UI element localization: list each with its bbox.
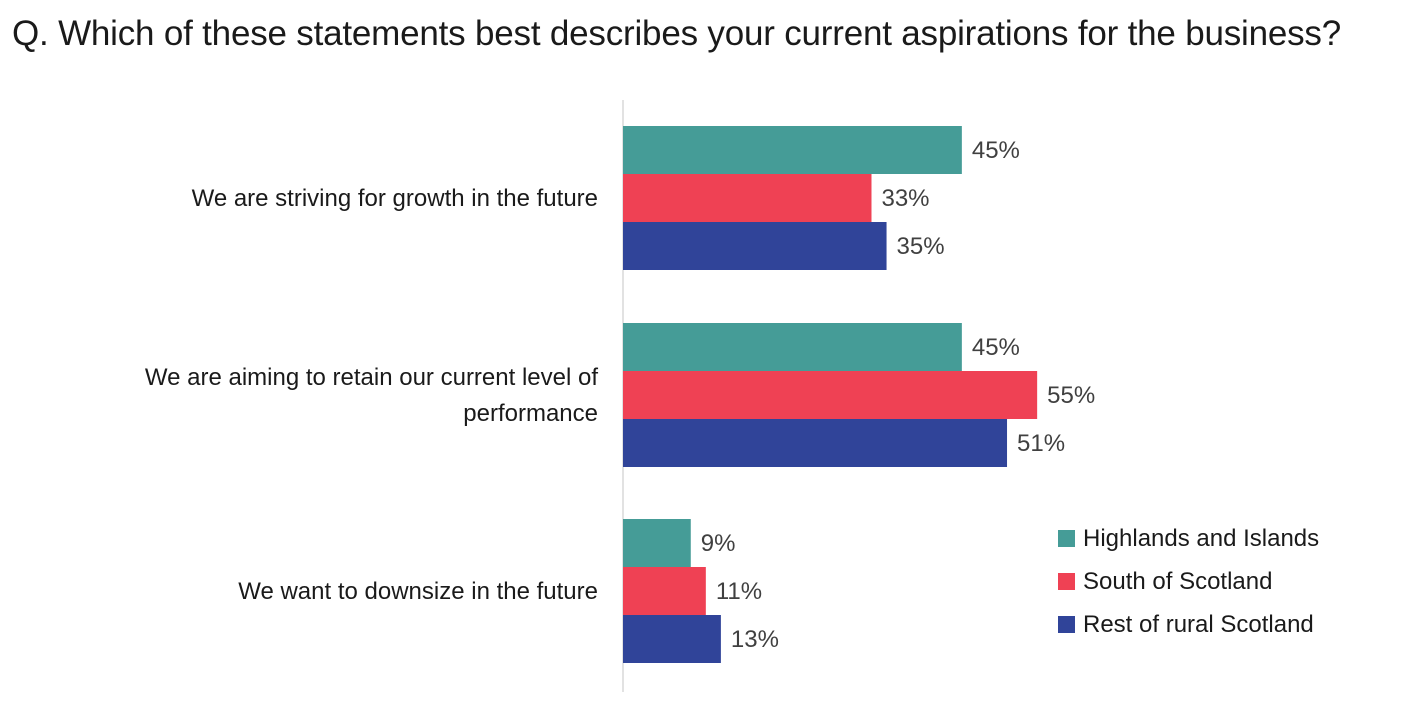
bar	[623, 126, 962, 174]
data-label: 55%	[1047, 382, 1095, 409]
chart-title: Q. Which of these statements best descri…	[12, 14, 1342, 53]
bar	[623, 615, 721, 663]
bar	[623, 519, 691, 567]
data-label: 45%	[972, 334, 1020, 361]
legend-swatch	[1058, 530, 1075, 547]
bar	[623, 567, 706, 615]
legend-label: Highlands and Islands	[1083, 525, 1319, 552]
bar	[623, 323, 962, 371]
legend-swatch	[1058, 616, 1075, 633]
category-label: We are aiming to retain our current leve…	[145, 364, 598, 391]
bar	[623, 419, 1008, 467]
category-label: We want to downsize in the future	[238, 578, 598, 605]
legend-label: South of Scotland	[1083, 568, 1272, 595]
data-label: 35%	[897, 233, 945, 260]
bar	[623, 174, 872, 222]
data-label: 33%	[881, 185, 929, 212]
data-label: 13%	[731, 626, 779, 653]
bar	[623, 222, 887, 270]
legend-label: Rest of rural Scotland	[1083, 611, 1314, 638]
legend-swatch	[1058, 573, 1075, 590]
data-label: 51%	[1017, 430, 1065, 457]
category-label: We are striving for growth in the future	[192, 185, 598, 212]
data-label: 45%	[972, 137, 1020, 164]
data-label: 11%	[716, 578, 762, 605]
bar	[623, 371, 1038, 419]
category-label: performance	[463, 400, 598, 427]
data-label: 9%	[701, 530, 736, 557]
